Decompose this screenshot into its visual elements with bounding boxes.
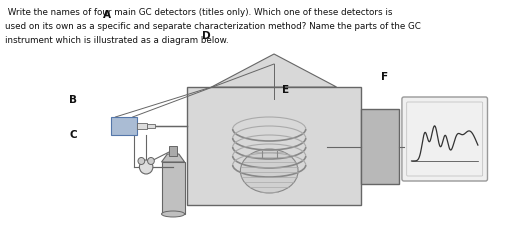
Text: D: D bbox=[202, 30, 210, 41]
Text: F: F bbox=[381, 72, 388, 82]
Text: A: A bbox=[103, 10, 110, 20]
Text: used on its own as a specific and separate characterization method? Name the par: used on its own as a specific and separa… bbox=[5, 22, 421, 31]
Bar bbox=[169, 146, 177, 156]
Circle shape bbox=[148, 158, 154, 165]
Bar bbox=[110, 117, 137, 135]
FancyBboxPatch shape bbox=[402, 98, 488, 181]
Bar bbox=[137, 123, 147, 129]
Bar bbox=[262, 157, 277, 167]
Polygon shape bbox=[212, 55, 336, 88]
Circle shape bbox=[138, 158, 144, 165]
Ellipse shape bbox=[162, 211, 185, 217]
Polygon shape bbox=[162, 154, 185, 162]
Ellipse shape bbox=[240, 149, 298, 193]
Bar bbox=[162, 162, 185, 214]
Text: C: C bbox=[70, 129, 77, 139]
Bar bbox=[187, 88, 361, 205]
Bar bbox=[361, 109, 399, 184]
Text: E: E bbox=[282, 84, 289, 94]
Circle shape bbox=[139, 160, 153, 174]
Text: instrument which is illustrated as a diagram below.: instrument which is illustrated as a dia… bbox=[5, 36, 229, 45]
Text: B: B bbox=[70, 95, 77, 105]
Bar bbox=[147, 124, 155, 128]
FancyBboxPatch shape bbox=[407, 103, 482, 176]
Text: Write the names of four main GC detectors (titles only). Which one of these dete: Write the names of four main GC detector… bbox=[5, 8, 392, 17]
